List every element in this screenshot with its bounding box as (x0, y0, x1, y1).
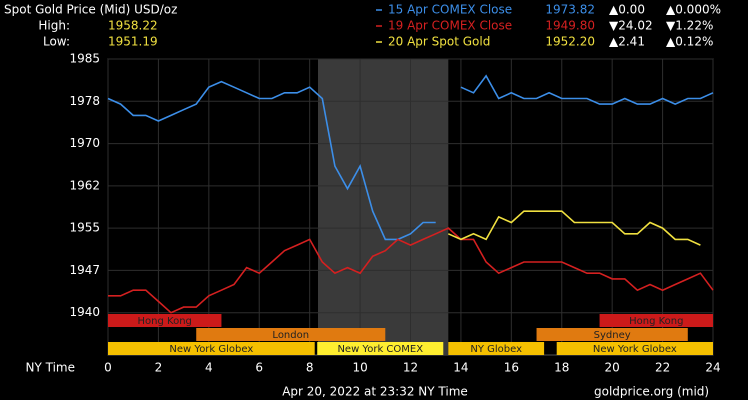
session-label: London (272, 330, 309, 341)
legend-change-pct: ▼1.22% (666, 19, 713, 33)
session-label: New York Globex (169, 344, 253, 355)
x-tick-label: 18 (554, 361, 569, 375)
session-bar (108, 314, 222, 327)
shade (317, 59, 449, 355)
legend-label: 15 Apr COMEX Close (388, 3, 512, 17)
stat-label: High: (38, 19, 70, 33)
x-tick-label: 24 (705, 361, 720, 375)
source: goldprice.org (mid) (594, 385, 709, 399)
x-axis-label: NY Time (26, 361, 76, 375)
legend-change: ▲2.41 (609, 35, 645, 49)
legend-label: 20 Apr Spot Gold (388, 35, 490, 49)
series-line (107, 74, 714, 241)
session-bar (536, 328, 688, 341)
series-line (108, 227, 714, 314)
x-tick-label: 6 (255, 361, 263, 375)
stat-label: Low: (43, 35, 70, 49)
series-line (447, 210, 701, 246)
x-tick-label: 0 (104, 361, 112, 375)
x-tick-label: 12 (403, 361, 418, 375)
session-label: New York COMEX (337, 344, 423, 355)
y-tick-label: 1970 (69, 136, 100, 150)
session-bar (599, 314, 713, 327)
y-tick-label: 1962 (69, 178, 100, 192)
x-tick-label: 10 (352, 361, 367, 375)
chart-title: Spot Gold Price (Mid) USD/oz (4, 3, 177, 17)
stat-value: 1951.19 (108, 35, 158, 49)
y-tick-label: 1955 (69, 221, 100, 235)
legend-change-pct: ▲0.12% (666, 35, 713, 49)
y-tick-label: 1978 (69, 94, 100, 108)
session-bar (196, 328, 386, 341)
x-tick-label: 16 (504, 361, 519, 375)
legend-label: 19 Apr COMEX Close (388, 19, 512, 33)
footer: Apr 20, 2022 at 23:32 NY Time (282, 385, 468, 399)
x-tick-label: 20 (605, 361, 620, 375)
y-tick-label: 1947 (69, 263, 100, 277)
session-bar (317, 342, 444, 355)
legend-close: 1973.82 (545, 3, 595, 17)
legend-change-pct: ▲0.000% (666, 3, 721, 17)
session-label: Hong Kong (138, 316, 192, 327)
session-label: NY Globex (470, 344, 522, 355)
legend-change: ▼24.02 (609, 19, 653, 33)
session-label: New York Globex (593, 344, 677, 355)
session-label: Hong Kong (629, 316, 683, 327)
session-bar (556, 342, 713, 355)
stat-value: 1958.22 (108, 19, 158, 33)
legend-change: ▲0.00 (609, 3, 645, 17)
y-tick-label: 1940 (69, 305, 100, 319)
x-tick-label: 2 (155, 361, 163, 375)
legend-close: 1949.80 (545, 19, 595, 33)
legend-close: 1952.20 (545, 35, 595, 49)
session-label: Sydney (594, 330, 631, 341)
x-tick-label: 4 (205, 361, 213, 375)
session-bar (108, 342, 315, 355)
x-tick-label: 22 (655, 361, 670, 375)
x-tick-label: 14 (453, 361, 468, 375)
y-tick-label: 1985 (69, 52, 100, 66)
x-tick-label: 8 (306, 361, 314, 375)
session-bar (448, 342, 545, 355)
